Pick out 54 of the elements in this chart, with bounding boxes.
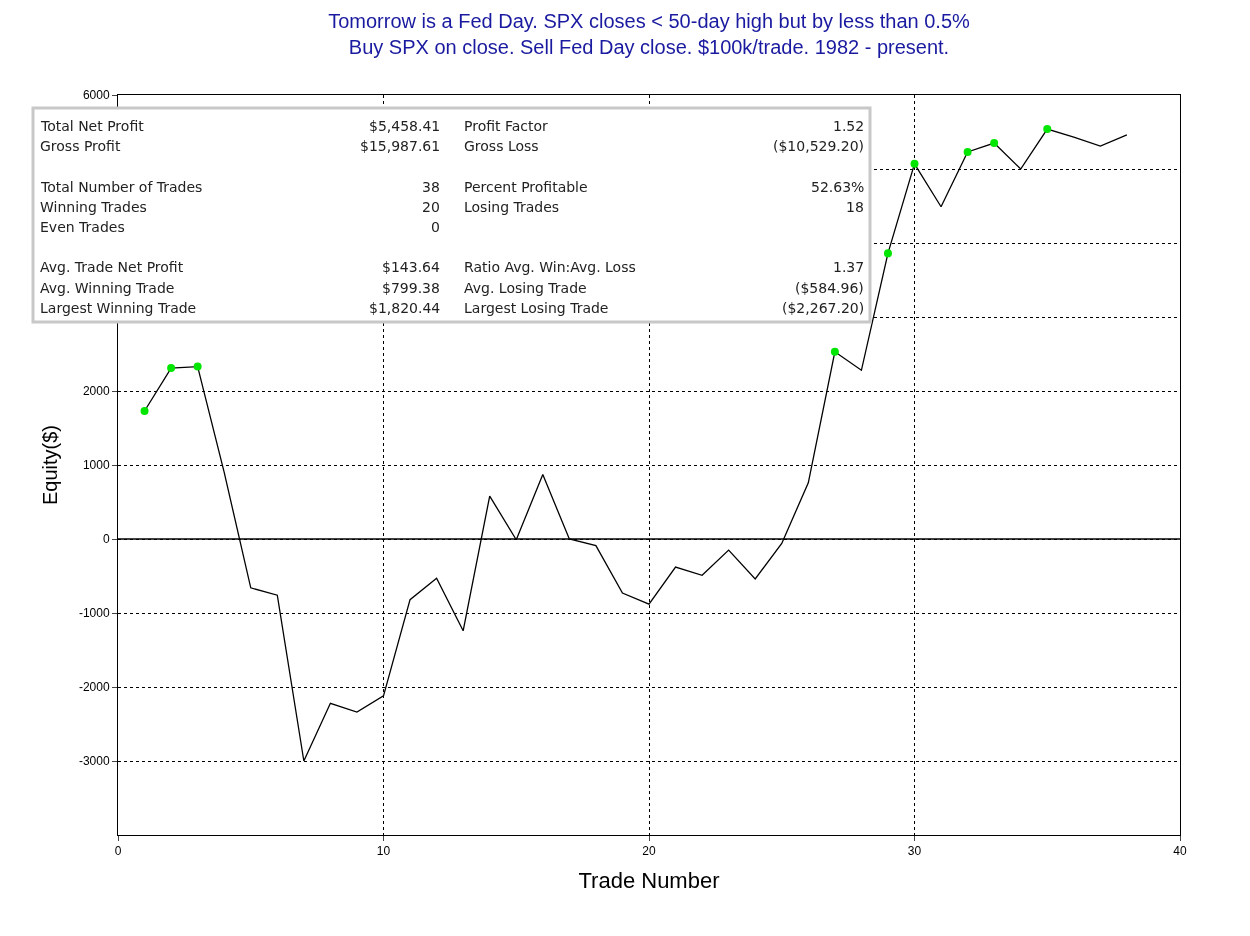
annotation: Largest Losing Trade (464, 300, 609, 316)
annotation: Profit Factor (464, 118, 549, 134)
annotation: Largest Winning Trade (40, 300, 197, 316)
annotation: $5,458.41 (369, 118, 441, 134)
point (883, 249, 892, 258)
point (830, 347, 839, 356)
annotation: Total Net Profit (40, 118, 145, 134)
point (990, 139, 999, 148)
annotation: $143.64 (382, 259, 440, 275)
annotation: Losing Trades (464, 199, 560, 215)
y-tick-label: -3000 (78, 754, 110, 769)
chart-title: Tomorrow is a Fed Day. SPX closes < 50-day high but by less than 0.5% Buy SPX on close. Sell Fed Day close. $100k/trade. 1982 - present. (328, 10, 971, 59)
annotation: ($10,529.20) (773, 138, 865, 154)
annotation: Avg. Losing Trade (464, 280, 587, 296)
annotation: 52.63% (811, 179, 865, 195)
y-tick-label: 6000 (82, 88, 110, 103)
annotation: 1.37 (833, 259, 865, 275)
annotation: 1.52 (833, 118, 865, 134)
y-tick-label: 2000 (82, 384, 110, 399)
x-tick-label: 30 (907, 844, 922, 859)
x-tick-label: 20 (642, 844, 656, 859)
annotation: 0 (431, 219, 440, 235)
point (193, 362, 202, 371)
y-tick-label: -1000 (78, 606, 110, 621)
annotation: $799.38 (382, 280, 440, 296)
point (910, 159, 919, 168)
annotation: $15,987.61 (360, 138, 441, 154)
annotation: Avg. Trade Net Profit (40, 259, 184, 275)
annotation: Percent Profitable (464, 179, 588, 195)
point (167, 364, 176, 373)
x-axis-title: Trade Number (578, 868, 720, 894)
point (1043, 125, 1052, 134)
y-tick-label: 0 (102, 532, 110, 547)
annotation: Total Number of Trades (40, 179, 203, 195)
y-axis-title: Equity($) (39, 424, 62, 506)
annotation: $1,820.44 (369, 300, 441, 316)
y-tick-label: 1000 (82, 458, 110, 473)
annotation: Ratio Avg. Win:Avg. Loss (464, 259, 636, 275)
y-tick-label: -2000 (78, 680, 110, 695)
x-tick-label: 10 (376, 844, 391, 859)
x-tick-label: 40 (1173, 844, 1187, 859)
annotation: 38 (422, 179, 440, 195)
annotation: 18 (846, 199, 864, 215)
annotation: 20 (422, 199, 440, 215)
annotation: Gross Loss (464, 138, 539, 154)
annotation: ($584.96) (795, 280, 864, 296)
annotation: Even Trades (40, 219, 125, 235)
annotation: ($2,267.20) (782, 300, 865, 316)
point (140, 406, 149, 415)
annotation: Winning Trades (40, 199, 147, 215)
annotation: Gross Profit (40, 138, 121, 154)
point (963, 147, 972, 156)
annotation: Avg. Winning Trade (40, 280, 175, 296)
x-tick-label: 0 (114, 844, 122, 859)
